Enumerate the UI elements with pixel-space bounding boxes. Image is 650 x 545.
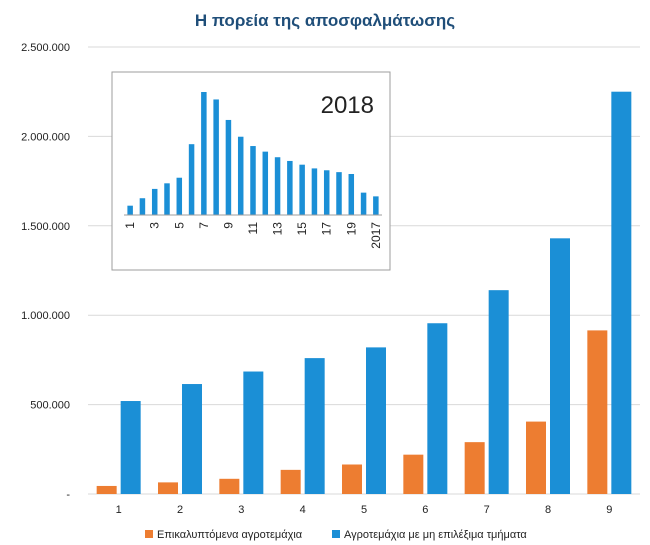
inset-bar: [373, 196, 379, 215]
inset-bar: [262, 151, 269, 215]
inset-tick-label: 13: [271, 222, 285, 236]
inset-bar: [127, 205, 133, 215]
inset-tick-label: 11: [246, 222, 260, 235]
inset-bar: [237, 136, 244, 215]
bar-series-1: [526, 421, 546, 494]
bar-series-2: [366, 347, 386, 494]
bar-series-1: [403, 454, 424, 494]
legend-swatch-series-2: [332, 530, 340, 538]
x-tick-label: 3: [238, 504, 244, 516]
y-tick-label: -: [66, 489, 70, 501]
inset-tick-label: 2017: [369, 222, 383, 249]
legend-label-series-2: Αγροτεμάχια με μη επιλέξιμα τμήματα: [344, 529, 527, 541]
y-axis-ticks: - 500.000 1.000.000 1.500.000 2.000.000 2.500…: [21, 42, 70, 501]
inset-tick-label: 7: [197, 222, 211, 229]
bar-series-1: [96, 485, 117, 494]
bar-series-2: [427, 323, 448, 494]
inset-tick-label: 1: [123, 222, 137, 229]
bar-series-1: [158, 482, 178, 494]
bar-series-2: [488, 290, 509, 494]
inset-bar: [336, 172, 342, 215]
x-tick-label: 6: [422, 504, 428, 516]
inset-bar: [311, 168, 318, 215]
inset-bar: [213, 99, 219, 215]
y-tick-label: 2.000.000: [21, 131, 70, 143]
x-axis-ticks: 1 2 3 4 5 6 7 8 9: [116, 504, 613, 516]
y-tick-label: 1.000.000: [21, 310, 70, 322]
inset-tick-label: 19: [344, 222, 358, 236]
inset-bar: [201, 92, 207, 215]
bar-series-2: [611, 91, 632, 494]
bar-series-2: [304, 358, 325, 494]
inset-bar: [323, 170, 330, 215]
bar-series-1: [464, 442, 485, 494]
inset-bar: [348, 174, 355, 215]
inset-tick-label: 15: [295, 222, 309, 236]
inset-bar: [299, 164, 305, 215]
bar-series-1: [342, 464, 362, 494]
inset-bar: [151, 188, 158, 215]
bar-series-2: [182, 384, 202, 494]
legend-swatch-series-1: [145, 530, 153, 538]
x-tick-label: 5: [361, 504, 367, 516]
inset-tick-label: 17: [320, 222, 334, 236]
legend-label-series-1: Επικαλυπτόμενα αγροτεμάχια: [157, 529, 303, 541]
bar-series-2: [120, 401, 141, 494]
inset-bar: [188, 144, 195, 215]
x-tick-label: 1: [116, 504, 122, 516]
inset-tick-label: 3: [148, 222, 162, 229]
inset-bar: [139, 198, 146, 215]
inset-bar: [250, 146, 256, 215]
chart-title: Η πορεία της αποσφαλμάτωσης: [195, 11, 455, 30]
x-tick-label: 9: [606, 504, 612, 516]
y-tick-label: 1.500.000: [21, 221, 70, 233]
y-tick-label: 2.500.000: [21, 42, 70, 54]
bar-series-2: [550, 238, 570, 494]
x-tick-label: 7: [484, 504, 490, 516]
x-tick-label: 4: [300, 504, 306, 516]
bar-series-1: [587, 330, 608, 494]
inset-bar: [176, 177, 183, 215]
x-tick-label: 2: [177, 504, 183, 516]
inset-tick-label: 9: [221, 222, 235, 229]
legend: Επικαλυπτόμενα αγροτεμάχια Αγροτεμάχια με…: [145, 529, 527, 541]
bars: [96, 91, 632, 494]
inset-tick-label: 5: [172, 222, 186, 229]
bar-series-1: [280, 469, 301, 494]
inset-bar: [287, 160, 293, 215]
bar-series-1: [219, 478, 240, 494]
inset-bar: [274, 157, 281, 215]
inset-bar: [164, 183, 170, 215]
bar-series-2: [243, 371, 264, 494]
x-tick-label: 8: [545, 504, 551, 516]
inset-bar: [360, 192, 367, 215]
y-tick-label: 500.000: [30, 400, 70, 412]
inset-year-label: 2018: [321, 92, 374, 119]
inset-bar: [225, 119, 232, 215]
